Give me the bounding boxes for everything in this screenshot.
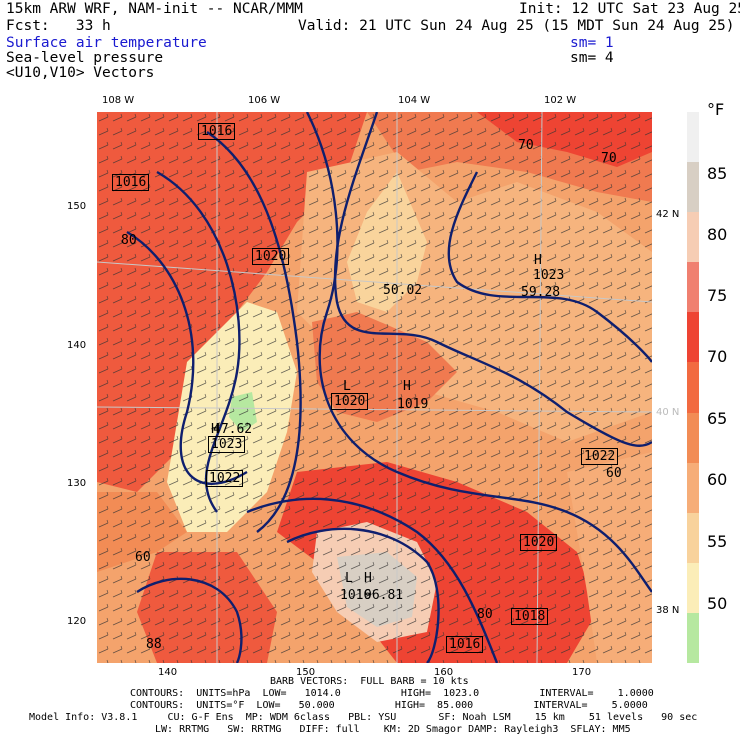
- low-marker: L: [343, 379, 351, 394]
- x-tick: 140: [158, 667, 178, 678]
- lon-label: 104 W: [398, 95, 431, 106]
- extreme-value: 96.81: [364, 588, 404, 603]
- x-tick: 150: [296, 667, 316, 678]
- extreme-value: 59.28: [521, 285, 561, 300]
- colorbar: [687, 112, 699, 664]
- contour-info-pressure: CONTOURS: UNITS=hPa LOW= 1014.0 HIGH= 10…: [130, 688, 654, 699]
- colorbar-swatch: [687, 312, 699, 363]
- valid-time: Valid: 21 UTC Sun 24 Aug 25 (15 MDT Sun …: [298, 18, 735, 34]
- field-wind-vectors: <U10,V10> Vectors: [6, 65, 155, 81]
- temp-label: 80: [121, 233, 137, 248]
- wind-barb-field: [97, 112, 652, 663]
- pressure-label: 1020: [331, 393, 369, 410]
- init-time: Init: 12 UTC Sat 23 Aug 25: [519, 1, 740, 17]
- high-marker: H: [364, 571, 372, 586]
- y-tick: 120: [67, 616, 87, 627]
- lon-label: 102 W: [544, 95, 577, 106]
- colorbar-swatch: [687, 362, 699, 414]
- temp-label: 80: [477, 607, 493, 622]
- colorbar-swatch: [687, 562, 699, 614]
- model-physics: LW: RRTMG SW: RRTMG DIFF: full KM: 2D Sm…: [155, 724, 631, 735]
- colorbar-swatch: [687, 462, 699, 514]
- weather-map: [97, 112, 652, 663]
- colorbar-unit: °F: [707, 100, 725, 119]
- model-title: 15km ARW WRF, NAM-init -- NCAR/MMM: [6, 1, 303, 17]
- contour-info-temperature: CONTOURS: UNITS=°F LOW= 50.000 HIGH= 85.…: [130, 700, 648, 711]
- lon-label: 106 W: [248, 95, 281, 106]
- temp-label: 60: [135, 550, 151, 565]
- colorbar-swatch: [687, 612, 699, 664]
- pressure-label: 1018: [511, 608, 549, 625]
- lat-label: 42 N: [656, 209, 680, 220]
- colorbar-label: 50: [707, 594, 728, 613]
- temp-label: 70: [518, 138, 534, 153]
- pressure-label: 1022: [581, 448, 619, 465]
- extreme-value: 47.62: [213, 422, 253, 437]
- smoothing-1: sm= 1: [570, 35, 614, 51]
- isobars: [126, 112, 652, 663]
- model-info: Model Info: V3.8.1 CU: G-F Ens MP: WDM 6…: [29, 712, 698, 723]
- high-marker: H: [211, 422, 219, 437]
- colorbar-label: 80: [707, 225, 728, 244]
- temp-label: 60: [606, 466, 622, 481]
- barb-legend: BARB VECTORS: FULL BARB = 10 kts: [270, 676, 469, 687]
- y-tick: 140: [67, 340, 87, 351]
- temp-label: 70: [601, 151, 617, 166]
- colorbar-swatch: [687, 512, 699, 564]
- y-tick: 130: [67, 478, 87, 489]
- colorbar-swatch: [687, 112, 699, 163]
- high-marker: H: [534, 253, 542, 268]
- colorbar-label: 75: [707, 286, 728, 305]
- extreme-value: 50.02: [383, 283, 423, 298]
- pressure-label: 1016: [112, 174, 150, 191]
- x-tick: 160: [434, 667, 454, 678]
- colorbar-swatch: [687, 262, 699, 313]
- colorbar-label: 65: [707, 409, 728, 428]
- lon-label: 108 W: [102, 95, 135, 106]
- smoothing-2: sm= 4: [570, 50, 614, 66]
- pressure-label: 1016: [446, 636, 484, 653]
- temp-label: 88: [146, 637, 162, 652]
- extreme-value: 1016: [340, 588, 372, 603]
- colorbar-label: 55: [707, 532, 728, 551]
- pressure-label: 1023: [208, 436, 246, 453]
- extreme-value: 1023: [533, 268, 565, 283]
- extreme-value: 1019: [397, 397, 429, 412]
- forecast-hour: Fcst: 33 h: [6, 18, 111, 34]
- colorbar-swatch: [687, 212, 699, 263]
- y-tick: 150: [67, 201, 87, 212]
- field-temperature: Surface air temperature: [6, 35, 207, 51]
- colorbar-label: 60: [707, 470, 728, 489]
- pressure-label: 1020: [252, 248, 290, 265]
- pressure-label: 1020: [520, 534, 558, 551]
- lat-label: 40 N: [656, 407, 680, 418]
- state-boundaries: [97, 112, 652, 663]
- low-marker: L: [345, 571, 353, 586]
- lat-label: 38 N: [656, 605, 680, 616]
- pressure-label: 1022: [206, 470, 244, 487]
- high-marker: H: [403, 379, 411, 394]
- colorbar-label: 70: [707, 347, 728, 366]
- x-tick: 170: [572, 667, 592, 678]
- colorbar-swatch: [687, 162, 699, 213]
- field-pressure: Sea-level pressure: [6, 50, 164, 66]
- colorbar-swatch: [687, 412, 699, 464]
- pressure-label: 1016: [198, 123, 236, 140]
- colorbar-label: 85: [707, 164, 728, 183]
